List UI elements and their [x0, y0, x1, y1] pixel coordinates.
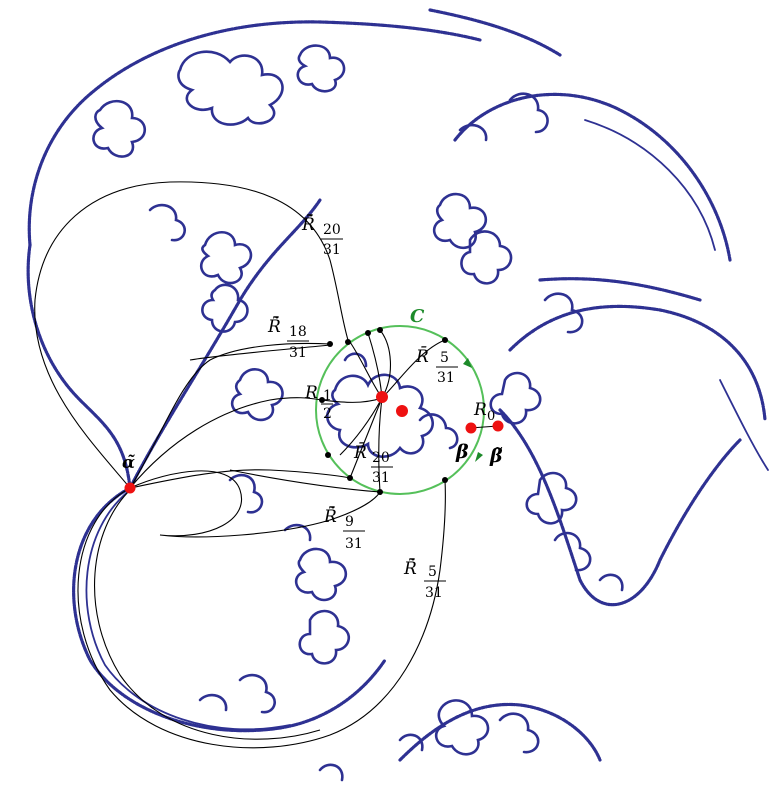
label-r-20-31-symbol: R̄	[353, 441, 367, 463]
label-rt-9-31-num: 9	[345, 514, 354, 530]
label-rt-20-31-den: 31	[323, 242, 341, 258]
ray-inner-top	[367, 332, 383, 399]
label-r-5-31-symbol: R̄	[415, 345, 429, 367]
label-r-20-31: R̄ 20 31	[353, 441, 393, 486]
label-rt-18-31: R̃̄ 18 31	[267, 315, 309, 361]
circle-orientation-arrow-bottom	[475, 452, 483, 462]
label-r0-sub: 0	[487, 409, 495, 424]
beta-tilde-point	[492, 420, 504, 432]
label-r-5-31-den: 31	[437, 370, 455, 386]
ray-to-r-half	[129, 397, 323, 489]
label-rt-9-31: R̃̄ 9 31	[323, 505, 365, 552]
circle-point	[365, 330, 371, 336]
label-r-5-31-num: 5	[440, 350, 449, 366]
label-r-half-den: 2	[323, 406, 332, 422]
label-rt-9-31-symbol: R̃̄	[323, 505, 337, 527]
ray-rt-9-31	[129, 470, 381, 538]
ray-rt-20-31	[34, 181, 349, 489]
label-r0: R 0	[473, 400, 495, 424]
label-r0-symbol: R	[473, 400, 487, 420]
julia-set	[26, 8, 769, 782]
label-rt-9-31-den: 31	[345, 536, 363, 552]
ray-rt-5-31	[77, 479, 446, 749]
ray-hub-lower	[229, 469, 381, 493]
label-rt-20-31-symbol: R̃̄	[301, 213, 315, 235]
ray-inner-top-left	[349, 341, 383, 399]
label-r-half-num: 1	[323, 388, 332, 404]
ray-rt-5-31-inner	[94, 489, 321, 740]
label-rt-20-31-num: 20	[323, 222, 341, 238]
beta-point	[465, 422, 477, 434]
label-rt-18-31-den: 31	[289, 345, 307, 361]
circle-orientation-arrow-top	[463, 358, 472, 368]
circle-points	[319, 327, 448, 495]
label-rt-20-31: R̃̄ 20 31	[301, 213, 343, 258]
ray-hub-upper	[189, 344, 331, 361]
label-rt-18-31-symbol: R̃̄	[267, 315, 281, 337]
label-r-20-31-den: 31	[372, 470, 390, 486]
marked-points	[124, 391, 504, 494]
circle-point	[325, 452, 331, 458]
circle-point	[319, 397, 325, 403]
label-circle-c: C	[410, 306, 425, 327]
label-r-half-symbol: R	[304, 383, 318, 403]
ray-inner-bottom	[378, 397, 383, 493]
label-rt-5-31-den: 31	[425, 585, 443, 601]
circle-point	[442, 337, 448, 343]
label-r-20-31-num: 20	[372, 450, 390, 466]
circle-point	[345, 339, 351, 345]
label-alpha-tilde: α̃	[122, 453, 135, 473]
label-beta-tilde: β̃	[489, 445, 503, 467]
label-rt-18-31-num: 18	[289, 324, 307, 340]
labels: α̃ C β β̃ R 0 R 1 2 R̄ 5 31 R̄ 20	[122, 213, 503, 601]
circle-c	[315, 325, 485, 495]
ray-inner-bottom-2	[349, 397, 383, 479]
alpha-tilde-point	[124, 482, 136, 494]
ray-rt-18-31	[129, 342, 331, 489]
circle-point	[442, 477, 448, 483]
alpha-point	[376, 391, 388, 403]
circle-point	[327, 341, 333, 347]
ray-inner-r-20-31	[339, 397, 383, 456]
ray-inner-top-2	[379, 329, 392, 399]
critical-point	[396, 405, 408, 417]
label-rt-5-31-num: 5	[428, 564, 437, 580]
circle-point	[347, 475, 353, 481]
circle-point	[377, 489, 383, 495]
label-r-5-31: R̄ 5 31	[415, 345, 458, 386]
ray-inner-r-5-31	[381, 339, 446, 399]
label-rt-5-31: R̃̄ 5 31	[403, 557, 446, 601]
circle-point	[377, 327, 383, 333]
label-r-half: R 1 2	[304, 383, 333, 422]
label-rt-5-31-symbol: R̃̄	[403, 557, 417, 579]
ray-to-circle-bottom-left	[129, 469, 351, 489]
label-beta: β	[455, 441, 469, 463]
